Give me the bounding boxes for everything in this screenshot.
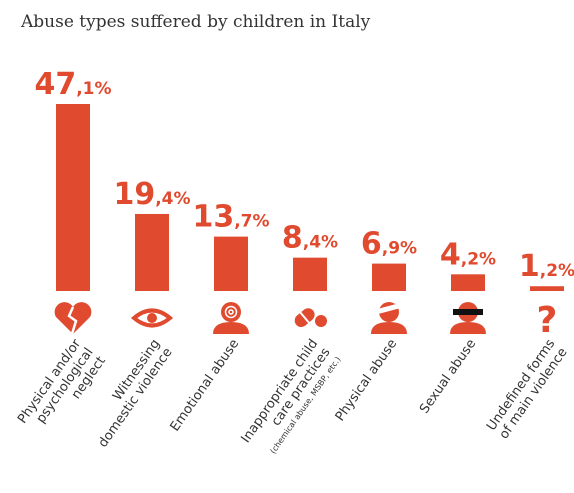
eye-icon xyxy=(130,308,174,328)
bar xyxy=(56,104,90,291)
bar xyxy=(530,286,564,291)
data-label: 6,9% xyxy=(361,227,417,262)
data-label: 1,2% xyxy=(519,249,574,284)
broken-heart-icon xyxy=(54,302,92,335)
bar xyxy=(293,257,327,291)
question-mark-icon: ? xyxy=(537,300,558,341)
data-label-decimal: ,4% xyxy=(303,233,338,253)
data-label-decimal: ,2% xyxy=(461,249,496,269)
svg-text:?: ? xyxy=(537,300,558,341)
category-label-line: Physical abuse xyxy=(333,337,400,424)
data-label-integer: 8 xyxy=(282,221,303,256)
data-label: 8,4% xyxy=(282,221,338,256)
data-label: 4,2% xyxy=(440,237,496,272)
category-label-line: Emotional abuse xyxy=(168,337,243,435)
bar xyxy=(214,236,248,291)
category-label: Physical abuse xyxy=(333,337,400,424)
data-label-decimal: ,7% xyxy=(234,212,269,232)
data-label-decimal: ,9% xyxy=(382,239,417,259)
data-label-integer: 6 xyxy=(361,227,382,262)
data-label-integer: 47 xyxy=(34,67,76,102)
pill-icon xyxy=(294,308,327,328)
category-label: Sexual abuse xyxy=(417,337,479,417)
data-label-decimal: ,2% xyxy=(540,261,574,281)
data-label: 13,7% xyxy=(192,200,269,235)
bar xyxy=(451,274,485,291)
data-label-integer: 4 xyxy=(440,237,461,272)
category-label: Emotional abuse xyxy=(168,337,243,435)
data-label: 19,4% xyxy=(113,177,190,212)
censored-head-icon xyxy=(450,302,486,334)
data-label: 47,1% xyxy=(34,67,111,102)
bandaged-head-icon xyxy=(371,302,407,334)
data-label-decimal: ,1% xyxy=(76,79,111,99)
data-label-integer: 13 xyxy=(192,200,234,235)
data-label-integer: 1 xyxy=(519,249,540,284)
bar xyxy=(135,213,169,291)
bar xyxy=(372,263,406,291)
chart-title: Abuse types suffered by children in Ital… xyxy=(21,12,371,32)
spiral-head-icon xyxy=(213,302,249,334)
data-label-integer: 19 xyxy=(113,177,155,212)
category-label-line: Sexual abuse xyxy=(417,337,479,417)
data-label-decimal: ,4% xyxy=(155,189,190,209)
